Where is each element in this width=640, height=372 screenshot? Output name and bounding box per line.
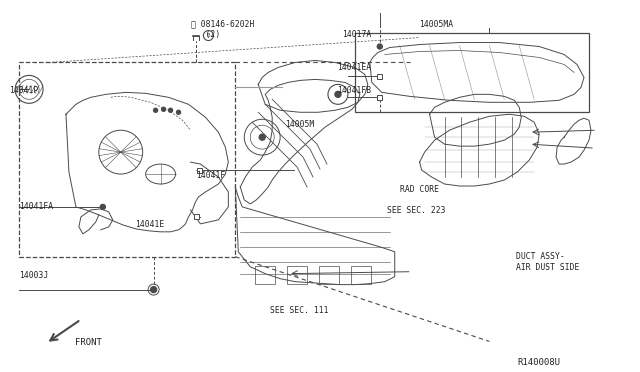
Circle shape — [154, 108, 157, 112]
Bar — [355, 33, 589, 112]
Circle shape — [177, 110, 180, 114]
Text: 14041F: 14041F — [196, 171, 225, 180]
Circle shape — [378, 44, 382, 49]
Circle shape — [100, 205, 106, 209]
Bar — [378, 74, 382, 79]
Text: B: B — [207, 33, 210, 38]
Text: FRONT: FRONT — [74, 338, 101, 347]
Bar — [351, 266, 371, 283]
Text: RAD CORE: RAD CORE — [400, 185, 438, 194]
Text: 14041FA: 14041FA — [19, 202, 53, 211]
Text: 14005MA: 14005MA — [419, 20, 453, 29]
Text: 14017A: 14017A — [342, 29, 372, 39]
Text: SEE SEC. 111: SEE SEC. 111 — [270, 306, 329, 315]
Text: DUCT ASSY-
AIR DUST SIDE: DUCT ASSY- AIR DUST SIDE — [516, 252, 580, 272]
Bar — [194, 214, 199, 219]
Text: 14041FB: 14041FB — [337, 86, 371, 95]
Bar — [197, 167, 202, 173]
Bar — [378, 95, 382, 100]
Text: 14005M: 14005M — [285, 121, 314, 129]
Bar — [19, 62, 236, 257]
Text: SEE SEC. 223: SEE SEC. 223 — [387, 206, 445, 215]
Text: 14041EA: 14041EA — [337, 63, 371, 72]
Bar — [319, 266, 339, 283]
Text: R140008U: R140008U — [518, 357, 561, 366]
Bar — [287, 266, 307, 283]
Circle shape — [168, 108, 173, 112]
Circle shape — [150, 286, 157, 293]
Text: 14041P: 14041P — [9, 86, 38, 95]
Circle shape — [259, 134, 265, 140]
Bar — [255, 266, 275, 283]
Circle shape — [161, 107, 166, 111]
Text: 14003J: 14003J — [19, 271, 48, 280]
Circle shape — [101, 205, 105, 209]
Text: 14041E: 14041E — [135, 221, 164, 230]
Text: Ⓑ 08146-6202H
   (2): Ⓑ 08146-6202H (2) — [191, 20, 255, 39]
Circle shape — [335, 92, 341, 97]
